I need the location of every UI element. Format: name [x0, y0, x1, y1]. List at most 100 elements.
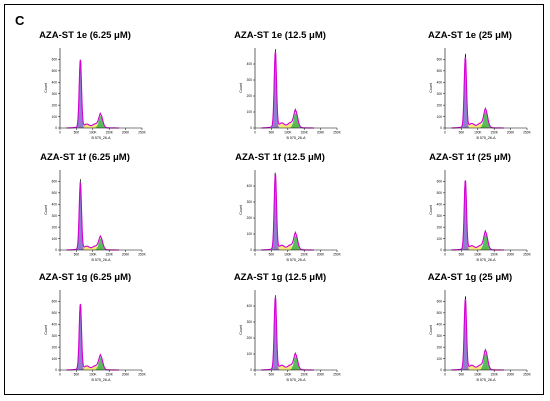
histogram-outline — [261, 172, 315, 251]
x-axis-label: B 575_26-A — [287, 258, 307, 262]
g2-phase-area — [289, 112, 303, 128]
y-tick-label: 400 — [437, 322, 443, 326]
g1-phase-area — [460, 59, 470, 128]
x-tick-label: 200K — [122, 253, 130, 257]
y-axis-label: Count — [429, 83, 433, 93]
y-tick-label: 400 — [52, 322, 58, 326]
y-tick-label: 300 — [437, 214, 443, 218]
y-tick-label: 400 — [52, 80, 58, 84]
histogram-outline — [451, 181, 505, 251]
y-tick-label: 200 — [437, 225, 443, 229]
y-tick-label: 500 — [52, 69, 58, 73]
g1-phase-area — [460, 301, 470, 370]
histogram-title: AZA-ST 1e (25 μM) — [428, 30, 512, 41]
histogram-title: AZA-ST 1f (12.5 μM) — [235, 152, 325, 163]
y-tick-label: 0 — [55, 126, 57, 130]
histogram-svg: 0 100 200 300 400 500 600 0 50K 100K 150K 200K 250K B… — [44, 170, 147, 262]
model-fit-line — [261, 173, 315, 251]
y-tick-label: 600 — [52, 300, 58, 304]
g2-phase-area — [289, 235, 303, 250]
g2-phase-area — [289, 356, 303, 370]
y-axis-label: Count — [429, 205, 433, 215]
y-tick-label: 300 — [247, 320, 253, 324]
model-fit-line — [66, 59, 120, 129]
x-tick-label: 100K — [284, 131, 292, 135]
y-tick-label: 500 — [437, 311, 443, 315]
y-tick-label: 200 — [247, 216, 253, 220]
y-tick-label: 200 — [247, 336, 253, 340]
histogram-svg: 0 100 200 300 400 500 600 0 50K 100K 150K 200K 250K B… — [429, 170, 532, 262]
panel-label: C — [15, 13, 25, 28]
y-tick-label: 600 — [437, 180, 443, 184]
y-tick-label: 400 — [247, 304, 253, 308]
x-tick-label: 200K — [317, 131, 325, 135]
y-tick-label: 100 — [437, 115, 443, 119]
y-tick-label: 0 — [250, 368, 252, 372]
y-tick-label: 0 — [250, 126, 252, 130]
histogram-panel: AZA-ST 1e (12.5 μM) 0 100 200 300 400 0 50K 100K… — [225, 30, 395, 155]
x-axis-label: B 575_26-A — [287, 136, 307, 140]
y-tick-label: 100 — [247, 352, 253, 356]
x-tick-label: 200K — [507, 253, 515, 257]
x-tick-label: 0 — [59, 253, 61, 257]
histogram-outline — [451, 53, 505, 129]
x-tick-label: 200K — [317, 373, 325, 377]
x-tick-label: 50K — [269, 373, 276, 377]
y-axis-label: Count — [239, 83, 243, 93]
y-tick-label: 500 — [52, 191, 58, 195]
g2-phase-area — [94, 116, 108, 128]
y-tick-label: 100 — [437, 357, 443, 361]
x-tick-label: 0 — [59, 373, 61, 377]
y-tick-label: 0 — [440, 248, 442, 252]
x-tick-label: 200K — [507, 373, 515, 377]
y-tick-label: 300 — [52, 92, 58, 96]
x-tick-label: 250K — [523, 131, 531, 135]
y-tick-label: 300 — [437, 92, 443, 96]
x-tick-label: 100K — [474, 131, 482, 135]
g1-phase-area — [75, 184, 85, 250]
y-tick-label: 0 — [440, 126, 442, 130]
x-tick-label: 250K — [523, 253, 531, 257]
y-tick-label: 0 — [250, 248, 252, 252]
g2-phase-area — [479, 111, 493, 128]
x-tick-label: 100K — [284, 253, 292, 257]
y-tick-label: 400 — [247, 62, 253, 66]
g2-phase-area — [479, 234, 493, 250]
x-tick-label: 50K — [459, 373, 466, 377]
histogram-title: AZA-ST 1g (12.5 μM) — [233, 272, 327, 283]
y-tick-label: 300 — [52, 214, 58, 218]
histogram-panel: AZA-ST 1f (12.5 μM) 0 100 200 300 400 0 50K 100K… — [225, 152, 395, 277]
histogram-panel: AZA-ST 1e (6.25 μM) 0 100 200 300 400 500 600 0 5… — [30, 30, 200, 155]
histogram-outline — [66, 305, 120, 371]
x-tick-label: 0 — [444, 253, 446, 257]
y-tick-label: 300 — [247, 200, 253, 204]
g2-phase-area — [94, 238, 108, 250]
histogram-svg: 0 100 200 300 400 500 600 0 50K 100K 150K 200K 250K B… — [44, 48, 147, 140]
g1-phase-area — [270, 299, 280, 370]
x-tick-label: 150K — [105, 253, 113, 257]
model-fit-line — [451, 180, 505, 251]
y-tick-label: 600 — [437, 58, 443, 62]
histogram-panel: AZA-ST 1g (25 μM) 0 100 200 300 400 500 600 0 50K… — [415, 272, 550, 397]
model-fit-line — [66, 303, 120, 371]
x-tick-label: 250K — [138, 373, 146, 377]
histogram-panel: AZA-ST 1g (6.25 μM) 0 100 200 300 400 500 600 0 5… — [30, 272, 200, 397]
y-tick-label: 300 — [247, 78, 253, 82]
histogram-title: AZA-ST 1f (25 μM) — [429, 152, 511, 163]
x-axis-label: B 575_26-A — [477, 258, 497, 262]
y-axis-label: Count — [239, 325, 243, 335]
x-tick-label: 0 — [254, 373, 256, 377]
histogram-outline — [261, 49, 315, 129]
histogram-svg: 0 100 200 300 400 0 50K 100K 150K 200K 250K B 575_2… — [239, 290, 342, 382]
y-tick-label: 200 — [52, 103, 58, 107]
histogram-svg: 0 100 200 300 400 0 50K 100K 150K 200K 250K B 575_2… — [239, 170, 342, 262]
histogram-svg: 0 100 200 300 400 0 50K 100K 150K 200K 250K B 575_2… — [239, 48, 342, 140]
y-tick-label: 100 — [52, 115, 58, 119]
histogram-title: AZA-ST 1e (12.5 μM) — [234, 30, 326, 41]
x-axis-label: B 575_26-A — [92, 378, 112, 382]
x-tick-label: 50K — [269, 131, 276, 135]
x-tick-label: 200K — [317, 253, 325, 257]
x-tick-label: 250K — [333, 373, 341, 377]
model-fit-line — [261, 297, 315, 371]
y-tick-label: 500 — [52, 311, 58, 315]
